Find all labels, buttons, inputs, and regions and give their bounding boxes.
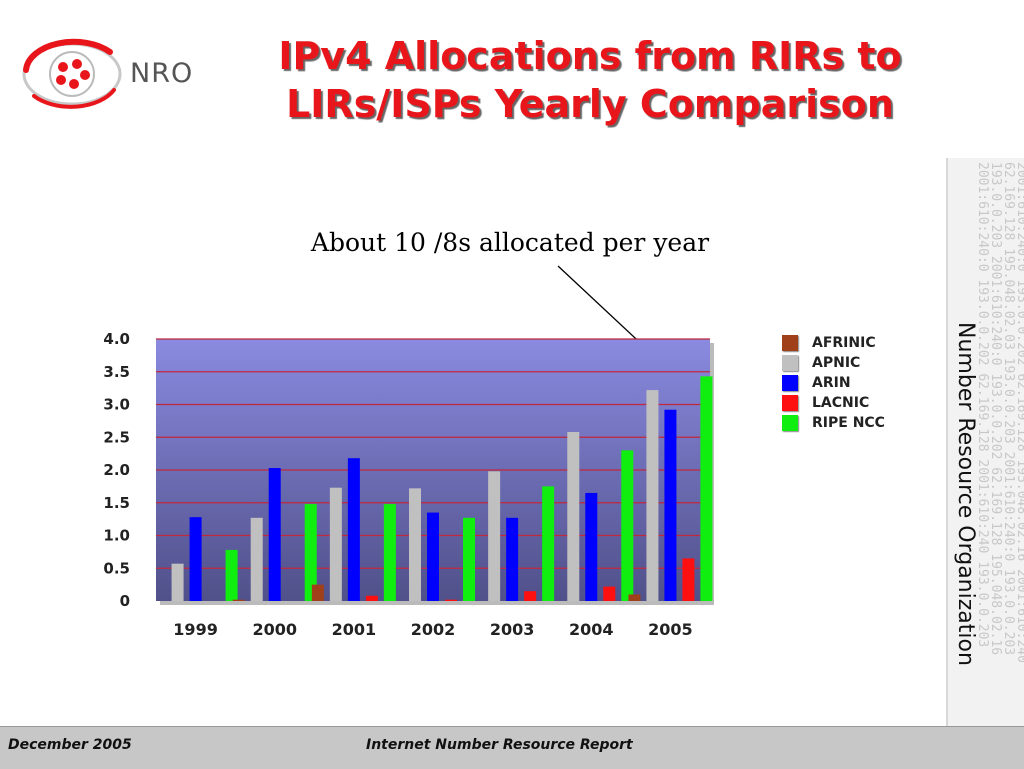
legend-swatch (782, 395, 798, 411)
bar-apnic-2004 (567, 432, 580, 601)
x-tick-label: 2002 (411, 620, 456, 639)
slide-title: IPv4 Allocations from RIRs to LIRs/ISPs … (210, 32, 970, 128)
y-tick-label: 1.0 (103, 527, 130, 545)
bar-apnic-2002 (409, 488, 421, 601)
y-tick-label: 3.0 (103, 396, 130, 414)
legend-item: LACNIC (782, 393, 885, 413)
x-tick-label: 2001 (332, 620, 377, 639)
bar-ripe-ncc-2005 (700, 376, 713, 601)
footer-bar: December 2005 Internet Number Resource R… (0, 726, 1024, 769)
nro-logo-graphic (22, 38, 122, 109)
legend-swatch (782, 375, 798, 391)
bar-afrinic-2001 (311, 584, 324, 601)
bar-arin-2002 (427, 512, 439, 601)
footer-date: December 2005 (8, 737, 132, 753)
annotation-text: About 10 /8s allocated per year (310, 228, 710, 257)
nro-logo: NRO (14, 30, 204, 122)
title-line-1: IPv4 Allocations from RIRs to (278, 34, 902, 78)
bar-ripe-ncc-2004 (621, 450, 634, 601)
bar-lacnic-2002 (445, 599, 457, 601)
y-tick-label: 1.5 (103, 494, 130, 512)
legend-swatch (782, 415, 798, 431)
x-tick-label: 2000 (252, 620, 297, 639)
legend-label: AFRINIC (812, 335, 876, 351)
legend-item: ARIN (782, 373, 885, 393)
bar-apnic-2005 (646, 390, 659, 601)
bar-afrinic-2005 (628, 594, 641, 601)
x-tick-label: 2003 (490, 620, 535, 639)
legend-item: APNIC (782, 353, 885, 373)
bar-ripe-ncc-1999 (225, 549, 238, 601)
deco-line: 193.0.0.203 2001:610:240:0 193.0.0.202 6… (988, 162, 1003, 656)
y-tick-label: 0.5 (103, 559, 130, 577)
logo-text: NRO (130, 58, 194, 89)
title-line-2: LIRs/ISPs Yearly Comparison (286, 82, 894, 126)
bar-arin-2003 (506, 517, 519, 601)
y-tick-label: 2.0 (103, 461, 130, 479)
bar-apnic-2003 (488, 471, 501, 601)
bar-lacnic-2004 (603, 586, 616, 601)
sidebar-label: Number Resource Organization (953, 322, 978, 666)
chart-legend: AFRINIC APNIC ARIN LACNIC RIPE NCC (782, 333, 885, 433)
allocations-bar-chart: 0 0.5 1.0 1.5 2.0 2.5 3.0 3.5 4.0 1999 2000 2001 200… (103, 330, 714, 639)
legend-label: RIPE NCC (812, 415, 885, 431)
bar-arin-1999 (189, 517, 202, 601)
bar-arin-2004 (585, 492, 598, 601)
bar-arin-2001 (347, 458, 360, 601)
bar-lacnic-2003 (524, 591, 537, 601)
legend-label: ARIN (812, 375, 851, 391)
bar-apnic-2001 (329, 487, 342, 601)
bar-ripe-ncc-2000 (304, 504, 317, 601)
x-tick-label: 2004 (569, 620, 614, 639)
legend-item: AFRINIC (782, 333, 885, 353)
y-tick-label: 2.5 (103, 428, 130, 446)
bar-ripe-ncc-2002 (463, 517, 475, 601)
y-tick-label: 3.5 (103, 363, 130, 381)
deco-line: 62.169.128 195.048.02.03 193.0.0.203 200… (1001, 162, 1016, 656)
bar-afrinic-2000 (232, 599, 245, 601)
x-tick-label: 2005 (648, 620, 693, 639)
sidebar-label-wrap: Number Resource Organization (952, 322, 978, 722)
bar-apnic-1999 (171, 563, 184, 601)
legend-swatch (782, 355, 798, 371)
bar-arin-2005 (664, 409, 677, 601)
bar-arin-2000 (268, 468, 281, 601)
bar-lacnic-2001 (365, 595, 378, 601)
y-tick-label: 0 (120, 592, 130, 610)
legend-label: APNIC (812, 355, 861, 371)
bar-ripe-ncc-2001 (383, 504, 396, 601)
y-tick-label: 4.0 (103, 330, 130, 348)
deco-line: 2001:610:240:0 193.0.0.202 62.169.128 19… (1014, 162, 1024, 663)
x-tick-label: 1999 (173, 620, 218, 639)
legend-label: LACNIC (812, 395, 870, 411)
legend-swatch (782, 335, 798, 351)
bar-lacnic-2005 (682, 558, 695, 601)
right-sidebar: 2001:610:240:0 193.0.0.202 62.169.128 19… (946, 158, 1024, 726)
footer-report-title: Internet Number Resource Report (366, 737, 633, 753)
bar-apnic-2000 (250, 517, 263, 601)
legend-item: RIPE NCC (782, 413, 885, 433)
bar-ripe-ncc-2003 (542, 486, 555, 601)
